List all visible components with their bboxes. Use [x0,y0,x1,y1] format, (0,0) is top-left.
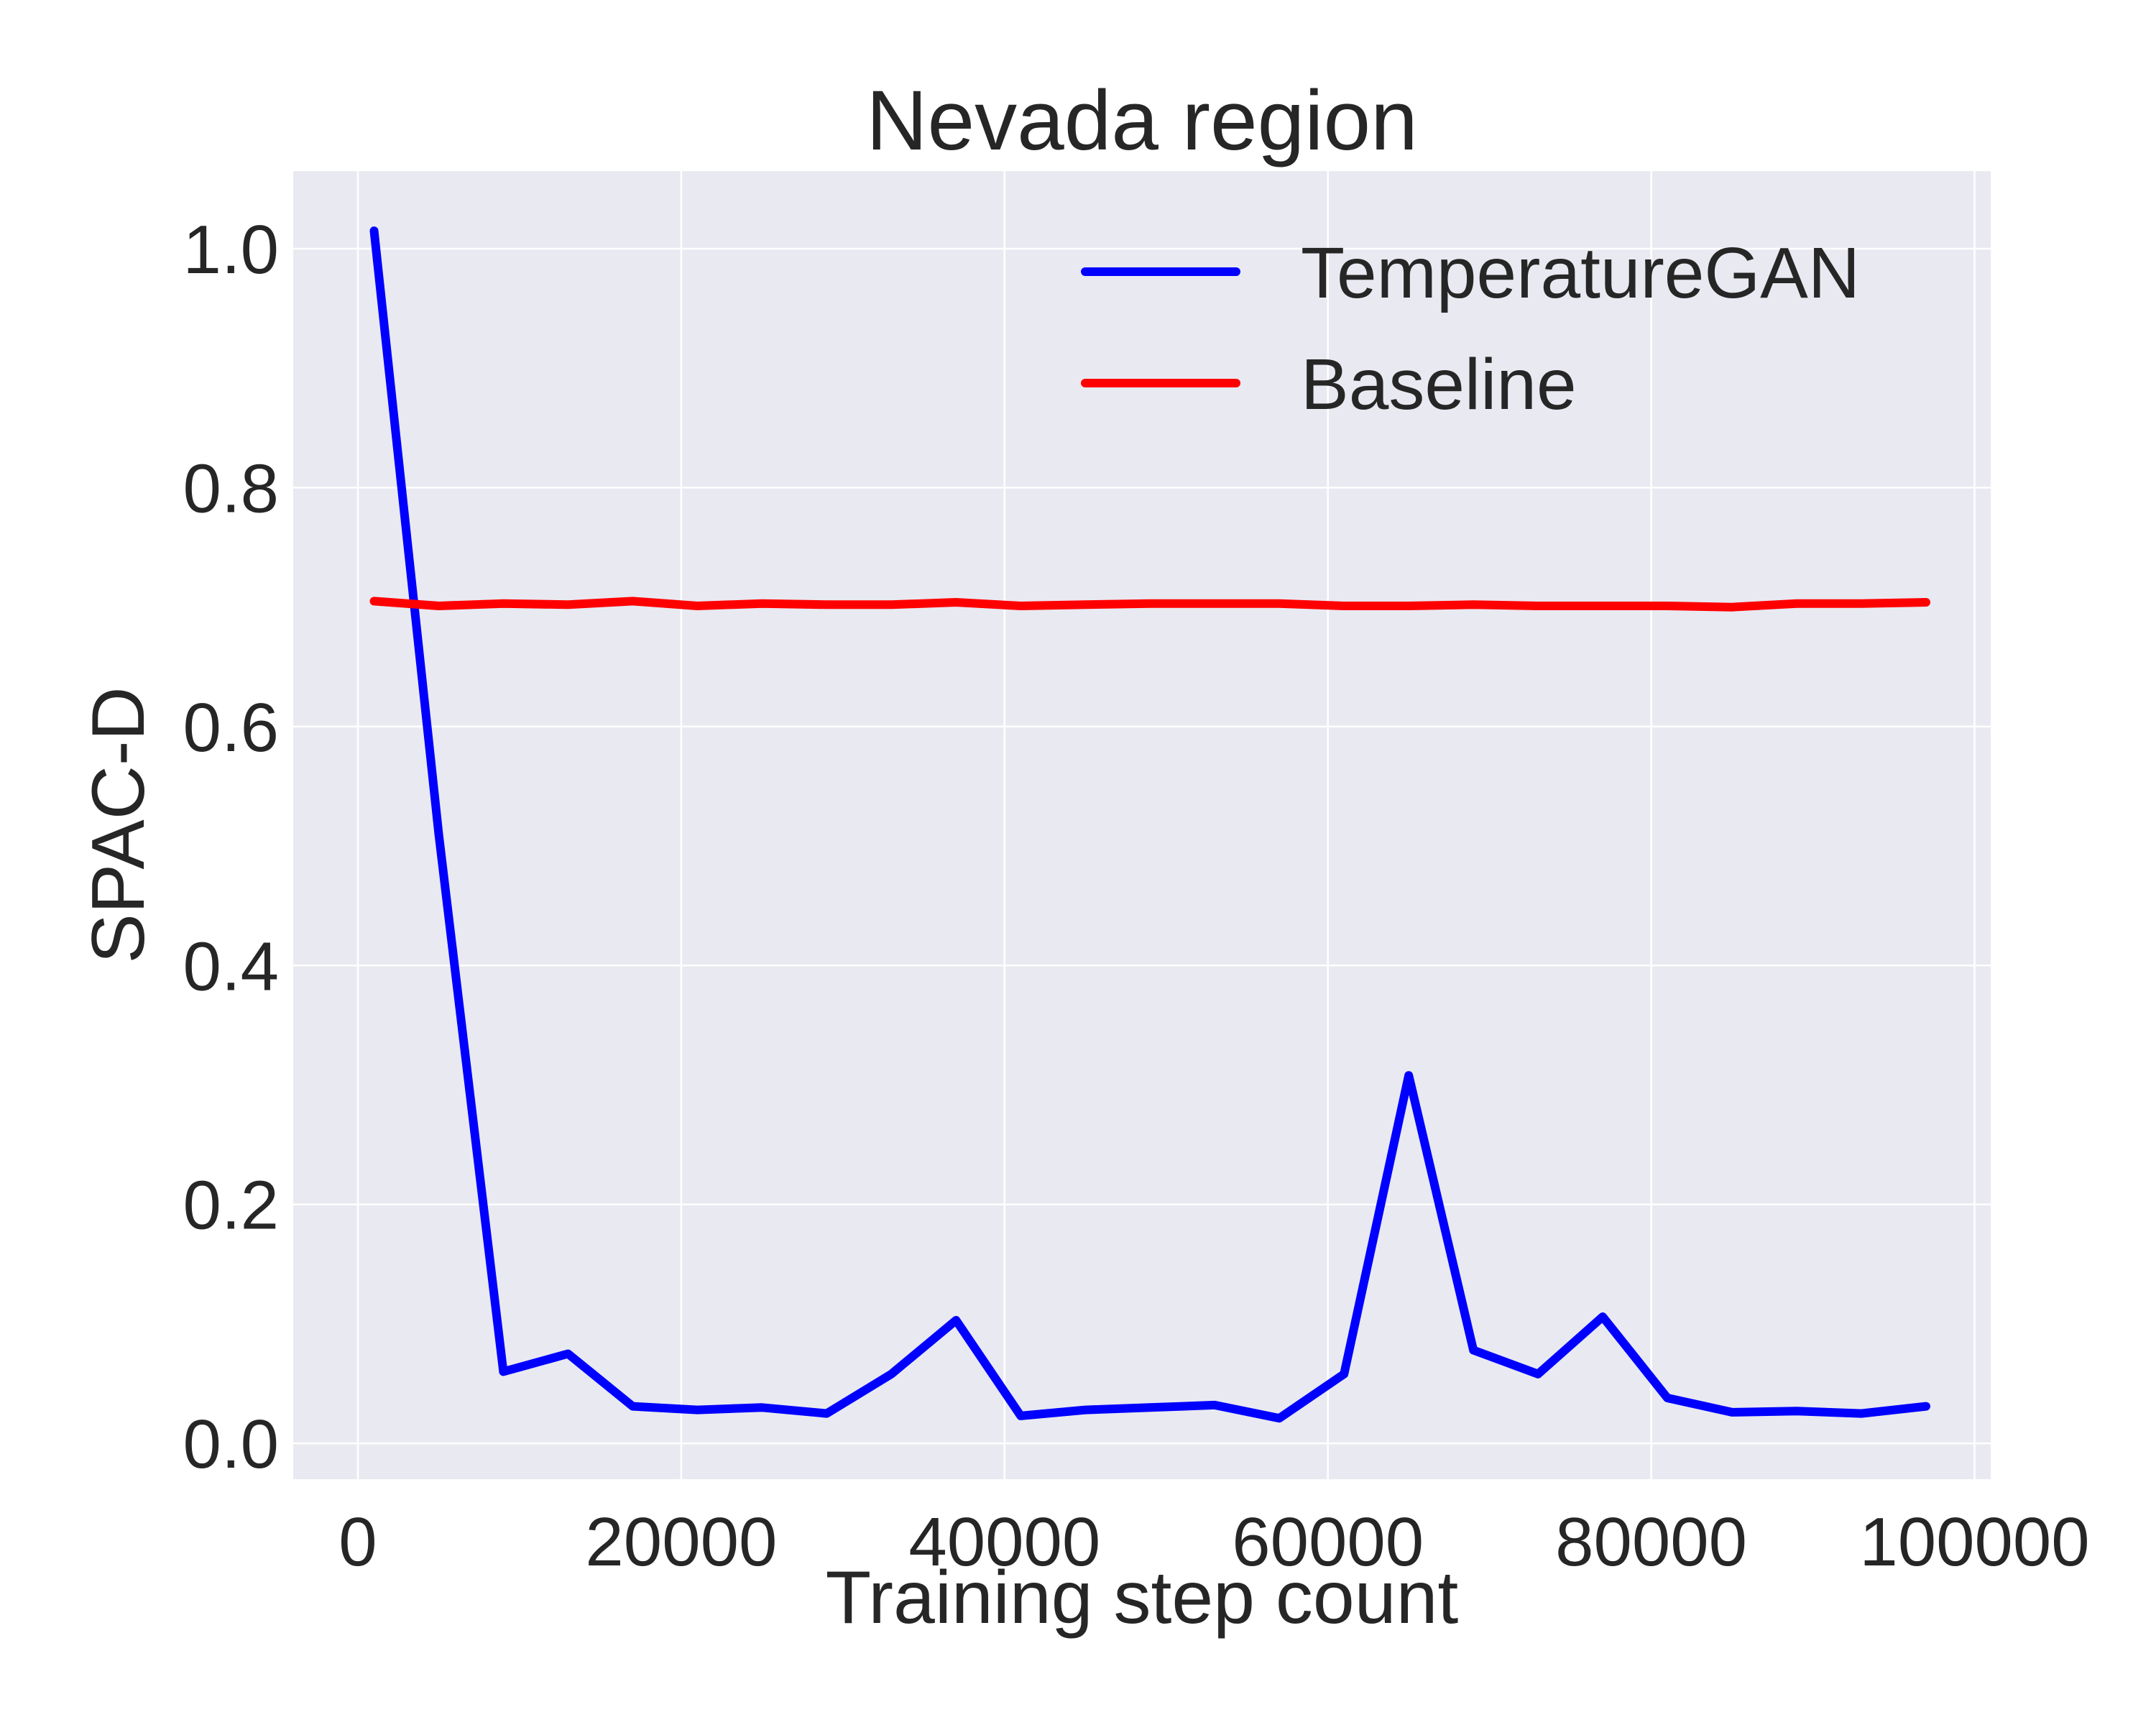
series-line-temperaturegan [369,226,1930,1423]
y-tick-label: 0.4 [183,928,279,1005]
tick-labels: 0 20000 40000 60000 80000 100000 0.0 0.2 0.4 0.6 0… [183,211,2090,1581]
x-axis-label: Training step count [826,1556,1459,1639]
y-tick-label: 0.0 [183,1406,279,1483]
y-tick-label: 1.0 [183,211,279,288]
x-tick-label: 60000 [1232,1504,1424,1581]
y-tick-label: 0.2 [183,1167,279,1244]
legend-label-baseline: Baseline [1301,344,1577,425]
plot-area [293,171,1991,1479]
y-tick-label: 0.8 [183,450,279,527]
x-tick-label: 80000 [1555,1504,1747,1581]
series-line-baseline [369,597,1930,612]
y-axis-label: SPAC-D [77,686,160,963]
grid-lines [293,171,1991,1479]
x-tick-label: 100000 [1859,1504,2089,1581]
series-layer [369,226,1930,1423]
y-tick-label: 0.6 [183,689,279,766]
x-tick-label: 20000 [585,1504,777,1581]
legend-label-temperaturegan: TemperatureGAN [1301,233,1860,313]
x-tick-label: 0 [338,1504,377,1581]
chart-title: Nevada region [866,73,1418,168]
legend: TemperatureGAN Baseline [1081,233,1860,425]
x-tick-label: 40000 [908,1504,1100,1581]
